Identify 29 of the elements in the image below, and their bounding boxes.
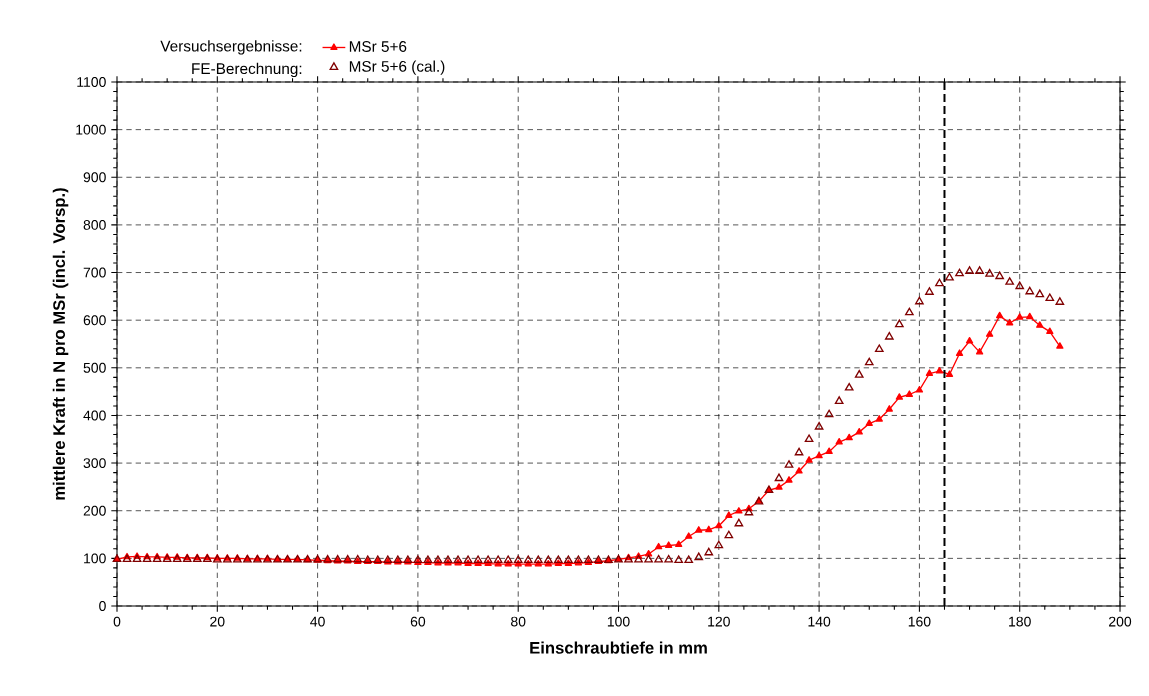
text: Versuchsergebnisse: — [160, 40, 302, 55]
x-tick-label: 100 — [607, 616, 630, 627]
y-tick-label: 100 — [84, 553, 106, 564]
x-tick-label: 120 — [708, 616, 730, 627]
x-tick-label: 40 — [310, 616, 325, 627]
x-tick-label: 20 — [210, 616, 225, 627]
x-tick-label: 80 — [511, 616, 526, 627]
x-tick-label: 140 — [808, 616, 831, 627]
x-tick-label: 200 — [1109, 616, 1132, 627]
x-axis-title: Einschraubtiefe in mm — [530, 641, 707, 654]
y-tick-label: 0 — [99, 601, 106, 611]
legend-label: MSr 5+6 (cal.) — [349, 60, 445, 75]
legend-label: MSr 5+6 — [349, 41, 407, 52]
y-tick-label: 700 — [83, 267, 106, 278]
y-tick-label: 800 — [83, 219, 106, 230]
x-tick-label: 160 — [908, 616, 931, 627]
y-tick-label: 600 — [83, 315, 106, 326]
y-tick-label: 900 — [83, 172, 106, 183]
x-tick-label: 0 — [113, 616, 121, 627]
y-axis-title: mittlere Kraft in N pro MSr (incl. Vorsp.) — [52, 188, 69, 500]
y-tick-label: 500 — [83, 362, 106, 373]
y-tick-label: 1000 — [76, 124, 106, 135]
y-tick-label: 1100 — [77, 77, 106, 87]
y-tick-label: 400 — [83, 410, 106, 421]
x-tick-label: 180 — [1009, 616, 1031, 627]
y-tick-label: 200 — [83, 505, 106, 516]
text: FE-Berechnung: — [192, 62, 302, 78]
y-tick-label: 300 — [83, 458, 106, 469]
x-tick-label: 60 — [410, 616, 426, 627]
